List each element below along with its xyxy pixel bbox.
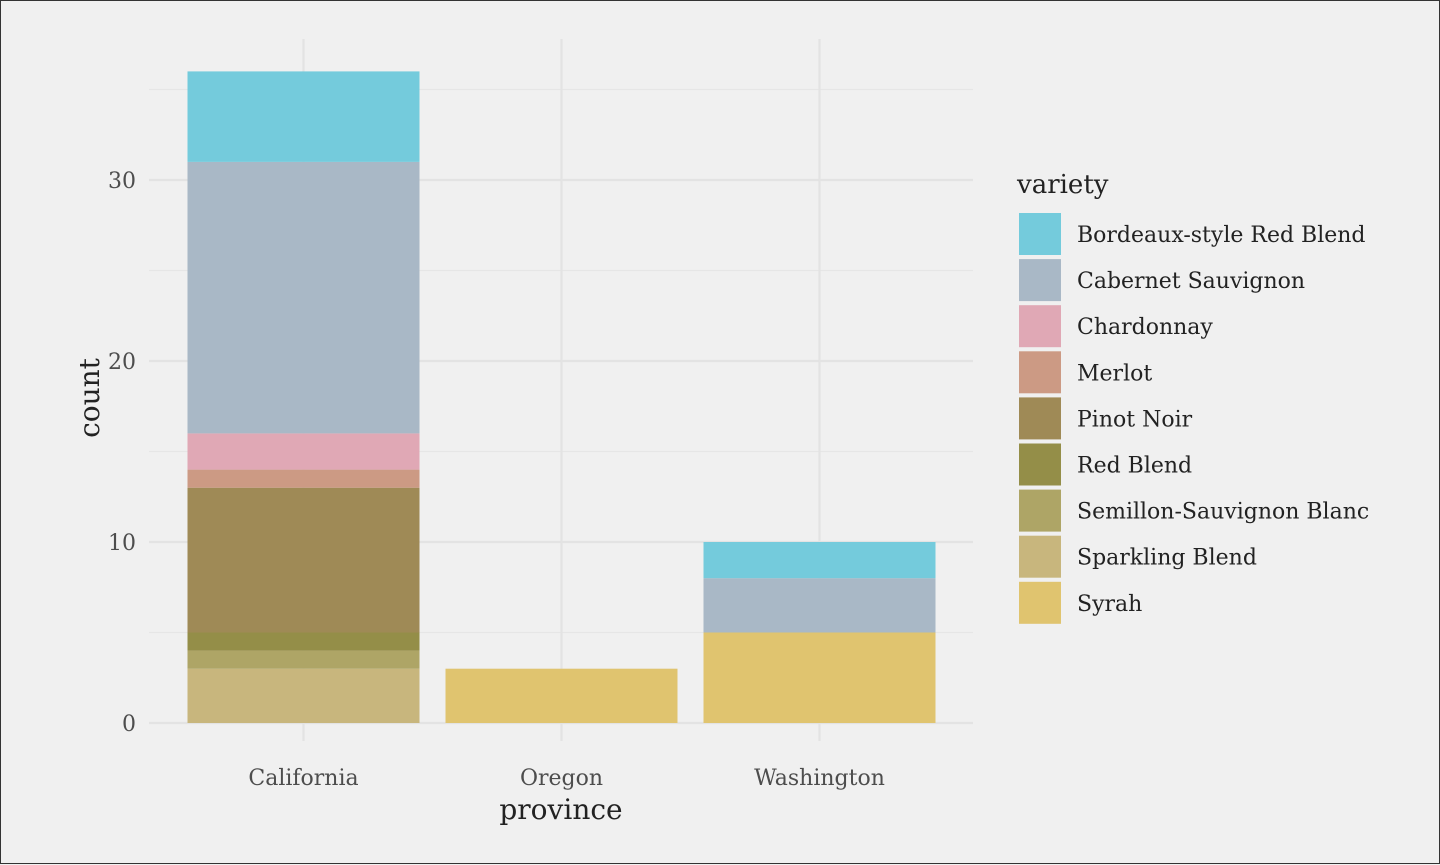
bars	[187, 71, 936, 723]
legend-key	[1019, 259, 1061, 302]
bar-segment-california-chardonnay	[187, 433, 420, 470]
legend-title: variety	[1016, 170, 1109, 200]
y-tick-label: 10	[108, 531, 136, 556]
bar-segment-california-pinot-noir	[187, 487, 420, 633]
x-tick-label: Oregon	[520, 766, 603, 791]
bar-segment-california-red-blend	[187, 632, 420, 651]
legend-key	[1019, 305, 1061, 348]
y-tick-label: 20	[108, 350, 136, 375]
bar-segment-washington-bordeaux-style-red-blend	[703, 542, 936, 579]
legend-key	[1019, 443, 1061, 486]
x-axis-title: province	[499, 793, 622, 826]
legend-key	[1019, 213, 1061, 255]
y-tick-label: 30	[108, 169, 136, 194]
legend-label: Cabernet Sauvignon	[1077, 269, 1305, 294]
x-tick-labels: California Oregon Washington	[248, 766, 885, 791]
legend-label: Semillon-Sauvignon Blanc	[1077, 500, 1369, 525]
legend-key	[1019, 351, 1061, 394]
legend-label: Bordeaux-style Red Blend	[1077, 223, 1366, 248]
bar-segment-washington-cabernet-sauvignon	[703, 578, 936, 633]
bar-segment-oregon-syrah	[445, 668, 678, 723]
y-tick-labels: 0 10 20 30	[108, 169, 136, 737]
legend-label: Pinot Noir	[1077, 407, 1193, 432]
y-axis-title: count	[73, 357, 106, 438]
legend: Bordeaux-style Red Blend Cabernet Sauvign…	[1019, 213, 1369, 624]
bar-segment-california-cabernet-sauvignon	[187, 161, 420, 434]
legend-key	[1019, 535, 1061, 578]
bar-segment-california-semillon-sauvignon-blanc	[187, 650, 420, 669]
bar-segment-california-sparkling-blend	[187, 668, 420, 723]
bar-segment-california-bordeaux-style-red-blend	[187, 71, 420, 162]
x-tick-label: Washington	[754, 766, 885, 791]
legend-label: Red Blend	[1077, 454, 1192, 479]
legend-label: Sparkling Blend	[1077, 546, 1257, 571]
legend-label: Syrah	[1077, 592, 1142, 617]
y-tick-label: 0	[122, 712, 136, 737]
legend-key	[1019, 489, 1061, 532]
legend-key	[1019, 397, 1061, 440]
bar-segment-california-merlot	[187, 469, 420, 488]
legend-label: Merlot	[1077, 361, 1152, 386]
legend-label: Chardonnay	[1077, 315, 1213, 340]
x-tick-label: California	[248, 766, 358, 791]
legend-key	[1019, 581, 1061, 624]
bar-segment-washington-syrah	[703, 632, 936, 723]
